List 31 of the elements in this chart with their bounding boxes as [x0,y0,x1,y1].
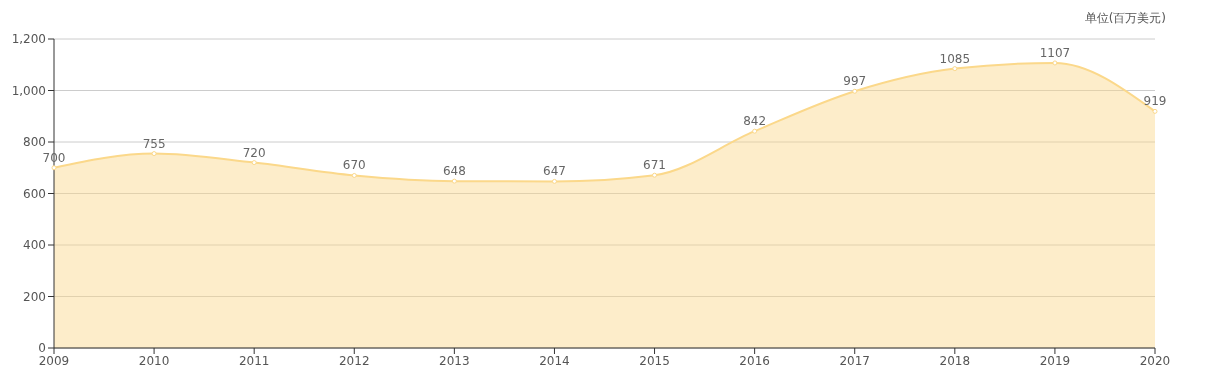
data-label: 919 [1143,94,1167,109]
y-tick-label: 1,200 [11,32,46,47]
y-tick-label: 1,000 [11,83,46,98]
x-tick-label: 2014 [539,353,570,368]
data-label: 997 [843,74,867,89]
data-label: 647 [543,164,566,179]
data-label: 671 [643,158,666,173]
x-tick-label: 2009 [38,353,70,368]
data-label: 648 [442,164,466,179]
data-label: 670 [342,158,366,173]
x-tick-label: 2017 [839,353,870,368]
x-tick-label: 2016 [739,353,770,368]
x-tick-label: 2012 [339,353,370,368]
y-tick-label: 600 [23,186,46,201]
x-tick-label: 2011 [238,353,270,368]
data-label: 1107 [1039,45,1071,60]
x-tick-label: 2013 [439,353,470,368]
y-axis-title: 单位(百万美元) [1084,10,1166,27]
x-tick-label: 2010 [138,353,170,368]
x-tick-label: 2018 [939,353,971,368]
data-label: 1085 [939,51,971,66]
data-label: 842 [743,114,767,129]
x-tick-label: 2020 [1139,353,1171,368]
y-tick-label: 0 [38,341,46,356]
y-tick-label: 400 [23,238,46,253]
x-tick-label: 2015 [639,353,670,368]
y-tick-label: 800 [23,135,46,150]
data-label: 720 [242,145,266,160]
x-tick-label: 2019 [1039,353,1071,368]
data-label: 755 [142,136,166,151]
y-tick-label: 200 [23,289,46,304]
